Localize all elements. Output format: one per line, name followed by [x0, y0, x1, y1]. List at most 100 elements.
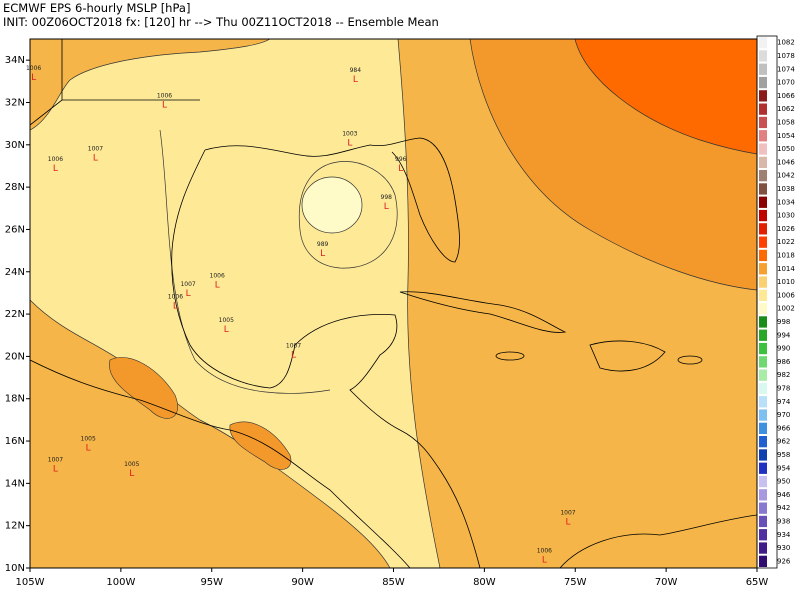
low-symbol: L: [353, 75, 358, 85]
colorbar-label: 1054: [777, 132, 795, 140]
lat-tick-label: 30N: [5, 140, 25, 151]
low-pressure-value: 1007: [48, 457, 63, 464]
colorbar-swatch: [759, 356, 767, 368]
low-symbol: L: [384, 202, 389, 212]
colorbar-label: 998: [777, 318, 790, 326]
low-pressure-value: 989: [317, 241, 329, 248]
colorbar-swatch: [759, 489, 767, 501]
lon-tick-label: 85W: [382, 577, 405, 588]
low-symbol: L: [291, 350, 296, 360]
colorbar-label: 978: [777, 384, 790, 392]
colorbar-label: 1070: [777, 79, 795, 87]
lat-tick-label: 12N: [5, 521, 25, 532]
lat-tick-label: 32N: [5, 97, 25, 108]
low-symbol: L: [31, 73, 36, 83]
low-symbol: L: [347, 139, 352, 149]
colorbar-swatch: [759, 316, 767, 328]
colorbar-swatch: [759, 50, 767, 62]
colorbar-swatch: [759, 63, 767, 75]
colorbar-label: 942: [777, 504, 790, 512]
colorbar-label: 962: [777, 438, 790, 446]
colorbar-swatch: [759, 289, 767, 301]
colorbar-label: 974: [777, 398, 791, 406]
colorbar-label: 1078: [777, 52, 795, 60]
colorbar-swatch: [759, 209, 767, 222]
colorbar-swatch: [759, 342, 767, 355]
lat-tick-label: 14N: [5, 478, 25, 489]
low-symbol: L: [224, 325, 229, 335]
low-pressure-value: 1006: [537, 548, 552, 555]
colorbar-swatch: [759, 183, 767, 195]
colorbar-label: 1058: [777, 118, 795, 126]
lon-tick-label: 100W: [106, 577, 135, 588]
colorbar-swatch: [759, 276, 767, 288]
colorbar-label: 1062: [777, 105, 795, 113]
border: [30, 39, 200, 126]
low-pressure-value: 1007: [88, 146, 103, 153]
colorbar-label: 1082: [777, 39, 795, 47]
low-pressure-value: 1007: [286, 342, 301, 349]
colorbar-label: 1010: [777, 278, 795, 286]
colorbar-swatch: [759, 170, 767, 182]
low-symbol: L: [398, 164, 403, 174]
pressure-band: [574, 39, 757, 155]
map-area: [30, 39, 757, 568]
colorbar-label: 986: [777, 358, 791, 366]
colorbar-label: 1050: [777, 145, 795, 153]
low-symbol: L: [215, 280, 220, 290]
low-pressure-value: 1005: [81, 435, 96, 442]
colorbar-label: 1034: [777, 198, 795, 206]
low-symbol: L: [320, 249, 325, 259]
low-pressure-value: 1006: [48, 156, 63, 163]
coastline: [204, 137, 460, 263]
low-symbol: L: [173, 302, 178, 312]
low-symbol: L: [542, 556, 547, 566]
low-pressure-value: 1006: [168, 294, 183, 301]
coastline: [589, 340, 666, 372]
pressure-band: [109, 357, 178, 419]
low-symbol: L: [565, 517, 570, 527]
map-title: ECMWF EPS 6-hourly MSLP [hPa]: [3, 1, 190, 15]
colorbar-swatch: [759, 236, 767, 248]
colorbar-swatch: [759, 396, 767, 408]
colorbar-label: 1038: [777, 185, 795, 193]
lon-tick-label: 105W: [16, 577, 45, 588]
colorbar-label: 950: [777, 478, 790, 486]
colorbar-swatch: [759, 449, 767, 461]
lon-tick-label: 70W: [655, 577, 678, 588]
lat-tick-label: 10N: [5, 563, 25, 574]
colorbar-label: 1006: [777, 291, 795, 299]
lon-tick-label: 90W: [291, 577, 314, 588]
colorbar-swatch: [759, 103, 767, 115]
colorbar-label: 930: [777, 544, 790, 552]
low-pressure-value: 1007: [180, 281, 195, 288]
colorbar-swatch: [759, 37, 767, 49]
colorbar-label: 966: [777, 424, 791, 432]
colorbar-swatch: [759, 542, 767, 554]
coastline: [30, 359, 411, 568]
lon-tick-label: 95W: [200, 577, 223, 588]
colorbar-swatch: [759, 502, 767, 514]
colorbar-swatch: [759, 249, 767, 262]
isobar: [298, 161, 398, 269]
low-pressure-value: 1007: [560, 509, 575, 516]
lat-tick-label: 28N: [5, 182, 25, 193]
colorbar-label: 1030: [777, 212, 795, 220]
colorbar-label: 1026: [777, 225, 795, 233]
colorbar-swatch: [759, 436, 767, 448]
colorbar-label: 994: [777, 331, 791, 339]
colorbar-label: 1074: [777, 65, 795, 73]
lat-tick-label: 26N: [5, 224, 25, 235]
pressure-band: [30, 39, 271, 131]
colorbar-swatch: [759, 263, 767, 275]
low-symbol: L: [162, 101, 167, 111]
lat-tick-label: 18N: [5, 394, 25, 405]
colorbar-label: 1014: [777, 265, 795, 273]
colorbar-label: 970: [777, 411, 790, 419]
low-pressure-value: 1005: [219, 317, 234, 324]
colorbar-swatch: [759, 515, 767, 528]
colorbar-swatch: [759, 223, 767, 235]
colorbar-swatch: [759, 130, 767, 142]
coastline: [399, 291, 567, 333]
